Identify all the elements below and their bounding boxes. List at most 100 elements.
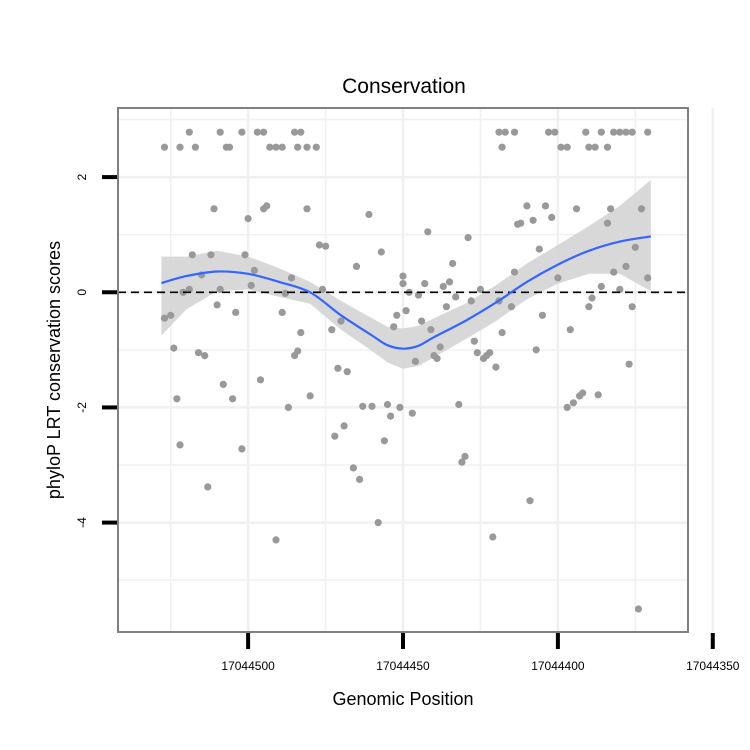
data-point [603, 219, 612, 227]
data-point [634, 605, 643, 613]
x-tick-label: 17044450 [376, 659, 430, 673]
data-point [374, 519, 382, 527]
data-point [572, 205, 581, 213]
data-point [597, 282, 605, 291]
data-point [498, 329, 506, 337]
data-point [173, 395, 181, 403]
data-point [557, 143, 565, 151]
data-point [461, 452, 469, 460]
data-point [622, 262, 630, 270]
data-point [383, 400, 392, 409]
data-point [507, 303, 515, 311]
data-point [541, 202, 550, 210]
data-point [526, 497, 534, 505]
data-point [185, 128, 193, 136]
y-tick-label: 0 [75, 289, 89, 296]
data-point [185, 285, 193, 293]
data-point [297, 128, 305, 136]
data-point [470, 337, 478, 345]
data-point [241, 251, 249, 259]
data-point [244, 215, 252, 223]
data-point [418, 317, 426, 325]
data-point [359, 402, 367, 410]
data-point [399, 280, 407, 288]
x-tick-label: 17044400 [531, 659, 585, 673]
data-point [523, 202, 531, 210]
data-point [278, 308, 286, 316]
data-point [563, 143, 571, 151]
axes: 2 0 -2 -4 17044500 17044450 17044400 17044350 [75, 173, 740, 673]
grid-lines [118, 108, 715, 632]
data-point [427, 326, 435, 334]
data-point [548, 213, 556, 221]
data-point [278, 143, 286, 151]
data-point [452, 293, 460, 301]
x-axis-title: Genomic Position [332, 689, 473, 709]
y-tick-label: -4 [75, 517, 89, 528]
chart-title: Conservation [342, 75, 466, 98]
panel-border [117, 107, 689, 633]
data-point [380, 437, 388, 445]
data-point [368, 402, 376, 410]
data-point [582, 128, 590, 136]
y-tick-label: 2 [75, 173, 89, 180]
data-point [328, 326, 336, 334]
confidence-ribbon [161, 180, 651, 369]
data-point [464, 234, 472, 242]
data-point [263, 202, 271, 210]
data-point [238, 445, 246, 453]
confidence-band [161, 180, 651, 369]
data-point [616, 285, 624, 293]
data-point [213, 301, 221, 309]
data-point [390, 323, 398, 331]
data-point [167, 311, 175, 319]
data-point [281, 289, 289, 297]
data-point [433, 354, 441, 363]
data-point [402, 307, 410, 315]
data-point [538, 311, 547, 319]
data-point [232, 308, 240, 316]
data-point [637, 205, 646, 213]
data-point [414, 291, 423, 299]
data-point [473, 349, 481, 357]
data-point [532, 346, 540, 354]
data-point [210, 205, 218, 213]
data-point [455, 400, 463, 409]
data-point [303, 143, 311, 151]
data-point [287, 274, 296, 282]
data-point [501, 128, 509, 136]
data-point [631, 243, 639, 251]
data-point [315, 241, 323, 249]
data-point [284, 403, 292, 411]
data-point [318, 285, 327, 293]
data-point [622, 128, 630, 136]
data-point [216, 285, 224, 293]
data-point [625, 360, 633, 368]
data-point [176, 143, 184, 151]
data-point [253, 128, 261, 136]
data-point [216, 128, 224, 136]
data-point [545, 128, 553, 136]
data-point [207, 251, 215, 259]
data-point [306, 392, 314, 400]
data-point [566, 326, 574, 334]
data-point [334, 364, 342, 372]
data-point [411, 357, 419, 365]
data-point [291, 128, 299, 136]
data-point [160, 143, 169, 151]
data-point [238, 128, 246, 136]
data-point [294, 347, 302, 355]
data-point [303, 205, 311, 213]
data-point [439, 282, 447, 291]
data-point [396, 403, 404, 411]
data-point [594, 391, 602, 399]
data-point [229, 395, 237, 403]
data-point [272, 536, 280, 544]
data-point [585, 143, 593, 151]
smooth-line [161, 235, 651, 350]
data-point [250, 266, 258, 274]
data-point [628, 128, 636, 136]
data-point [204, 483, 212, 491]
data-point [597, 128, 605, 136]
